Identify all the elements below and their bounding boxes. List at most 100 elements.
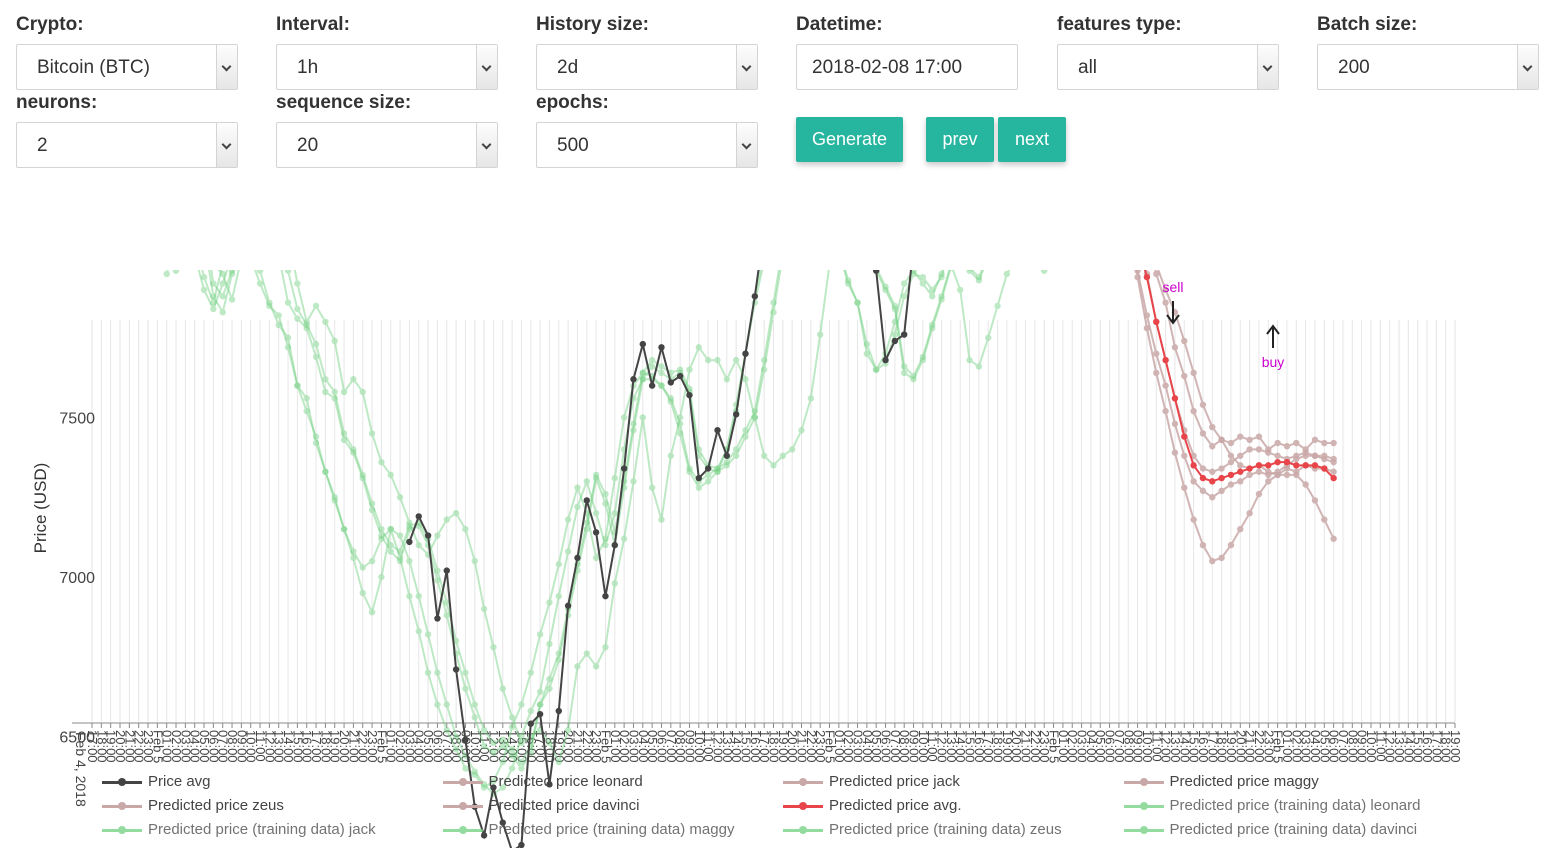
chevron-down-icon[interactable] <box>476 123 497 167</box>
data-point <box>1199 401 1207 408</box>
data-point <box>985 334 992 341</box>
data-point <box>275 321 282 329</box>
x-tick-label: 10:00 <box>1364 730 1379 763</box>
data-point <box>686 468 693 475</box>
data-point <box>1246 446 1253 453</box>
x-tick-label: 11:00 <box>253 730 268 762</box>
data-point <box>294 382 301 389</box>
legend-item[interactable]: Price avg <box>102 772 211 792</box>
history-size-select[interactable]: 2d <box>536 44 758 90</box>
neurons-value: 2 <box>37 135 48 156</box>
data-point <box>350 548 357 555</box>
neurons-label: neurons: <box>16 92 98 113</box>
data-point <box>452 666 460 673</box>
data-point <box>732 411 740 418</box>
x-tick-label: 07:00 <box>888 730 903 763</box>
legend-item[interactable]: Predicted price leonard <box>442 772 643 792</box>
x-tick-label: 14:00 <box>953 730 968 763</box>
data-point <box>396 494 404 501</box>
data-point <box>676 366 684 373</box>
sequence-size-select[interactable]: 20 <box>276 122 498 168</box>
crypto-label: Crypto: <box>16 14 84 35</box>
datetime-value: 2018-02-08 17:00 <box>812 57 963 78</box>
interval-select[interactable]: 1h <box>276 44 498 90</box>
data-point <box>303 407 310 415</box>
x-tick-label: 23:00 <box>589 730 604 763</box>
data-point <box>592 474 600 482</box>
features-type-select[interactable]: all <box>1057 44 1279 90</box>
legend-item[interactable]: Predicted price (training data) jack <box>102 820 376 840</box>
x-tick-label: 03:00 <box>851 730 866 763</box>
data-point <box>1181 452 1188 459</box>
legend-item[interactable]: Predicted price (training data) leonard <box>1123 796 1420 816</box>
chevron-down-icon[interactable] <box>736 45 757 89</box>
data-point <box>406 525 413 533</box>
data-point <box>294 315 301 322</box>
interval-value: 1h <box>297 57 319 78</box>
prev-button[interactable]: prev <box>926 117 994 162</box>
data-point <box>387 525 394 533</box>
chevron-down-icon[interactable] <box>216 45 237 89</box>
batch-size-select[interactable]: 200 <box>1317 44 1539 90</box>
data-point <box>592 510 600 517</box>
data-point <box>630 376 637 383</box>
x-tick-label: 09:00 <box>682 730 697 763</box>
chevron-down-icon[interactable] <box>216 123 237 167</box>
x-tick-label: 03:00 <box>626 730 641 763</box>
legend-item[interactable]: Predicted price avg. <box>783 796 962 816</box>
data-point <box>751 407 759 415</box>
chevron-down-icon[interactable] <box>1517 45 1538 89</box>
legend-item[interactable]: Predicted price maggy <box>1123 772 1319 792</box>
chevron-down-icon[interactable] <box>476 45 497 89</box>
data-point <box>1321 465 1328 472</box>
data-point <box>658 516 665 523</box>
data-point <box>592 663 600 670</box>
chevron-down-icon[interactable] <box>1257 45 1278 89</box>
legend-item[interactable]: Predicted price (training data) maggy <box>442 820 734 840</box>
legend-item[interactable]: Predicted price jack <box>783 772 960 792</box>
data-point <box>695 344 703 351</box>
x-tick-label: 09:00 <box>907 730 922 763</box>
data-point <box>228 296 236 303</box>
crypto-select[interactable]: Bitcoin (BTC) <box>16 44 238 90</box>
data-point <box>919 280 927 287</box>
data-point <box>639 414 647 421</box>
data-point <box>322 318 329 325</box>
x-tick-label: 11:00 <box>1373 730 1388 762</box>
x-tick-label: 05:00 <box>1317 730 1332 763</box>
data-point <box>648 484 656 491</box>
epochs-select[interactable]: 500 <box>536 122 758 168</box>
data-point <box>480 832 488 839</box>
legend-item[interactable]: Predicted price zeus <box>102 796 284 816</box>
chevron-down-icon[interactable] <box>736 123 757 167</box>
datetime-input[interactable]: 2018-02-08 17:00 <box>796 44 1018 90</box>
data-point <box>434 669 441 676</box>
data-point <box>630 478 637 485</box>
data-point <box>368 557 376 565</box>
data-point <box>536 701 544 708</box>
x-tick-label: 02:00 <box>1289 730 1304 763</box>
data-point <box>630 427 637 434</box>
x-tick-label: 22:00 <box>1252 730 1267 763</box>
x-tick-label: 15:00 <box>1411 730 1426 763</box>
data-point <box>219 309 226 316</box>
data-point <box>1330 455 1337 463</box>
generate-button[interactable]: Generate <box>796 117 903 162</box>
x-tick-label: 22:00 <box>1028 730 1043 763</box>
next-button[interactable]: next <box>998 117 1066 162</box>
y-tick-label: 7500 <box>59 411 95 428</box>
data-point <box>443 612 450 619</box>
x-tick-label: 13:00 <box>720 730 735 763</box>
epochs-label: epochs: <box>536 92 609 113</box>
data-point <box>798 427 805 434</box>
data-point <box>368 506 376 514</box>
x-tick-label: 13:00 <box>1168 730 1183 763</box>
legend-item[interactable]: Predicted price davinci <box>442 796 639 816</box>
legend-item[interactable]: Predicted price (training data) davinci <box>1123 820 1417 840</box>
data-point <box>331 388 338 396</box>
data-point <box>714 427 721 434</box>
legend-item[interactable]: Predicted price (training data) zeus <box>783 820 1062 840</box>
legend-label: Predicted price jack <box>829 773 960 790</box>
neurons-select[interactable]: 2 <box>16 122 238 168</box>
x-tick-label: 19:00 <box>1000 730 1015 763</box>
